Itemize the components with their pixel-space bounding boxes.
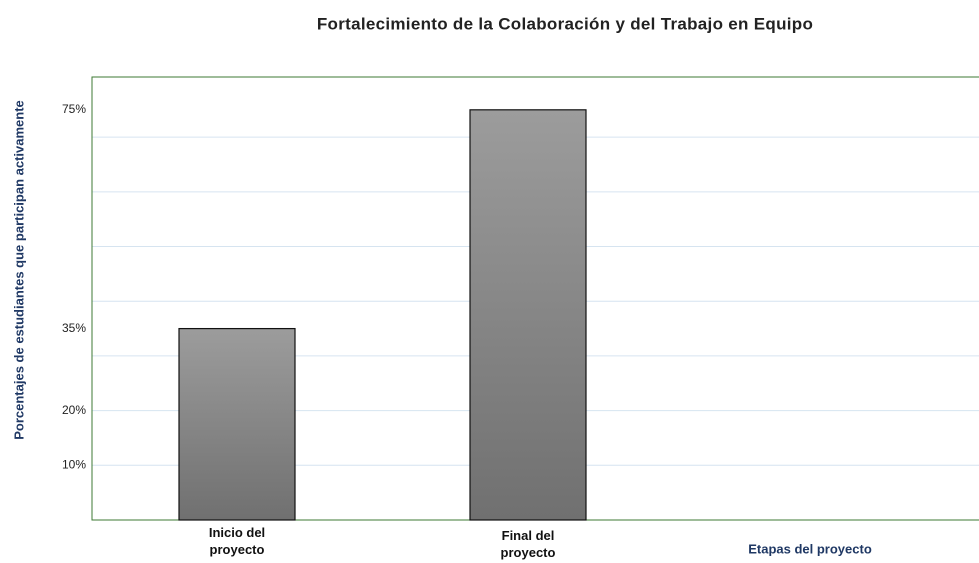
bar — [469, 109, 587, 521]
y-tick-label: 35% — [62, 321, 86, 335]
chart-title: Fortalecimiento de la Colaboración y del… — [317, 14, 813, 33]
x-tick-label: Inicio del proyecto — [208, 525, 266, 557]
y-axis-label: Porcentajes de estudiantes que participa… — [11, 100, 26, 440]
y-tick-label: 10% — [62, 457, 86, 471]
y-tick-label: 20% — [62, 403, 86, 417]
bar — [178, 327, 296, 521]
x-tick-label: Final del proyecto — [500, 528, 556, 560]
y-tick-label: 75% — [62, 102, 86, 116]
x-axis-label: Etapas del proyecto — [748, 541, 872, 556]
